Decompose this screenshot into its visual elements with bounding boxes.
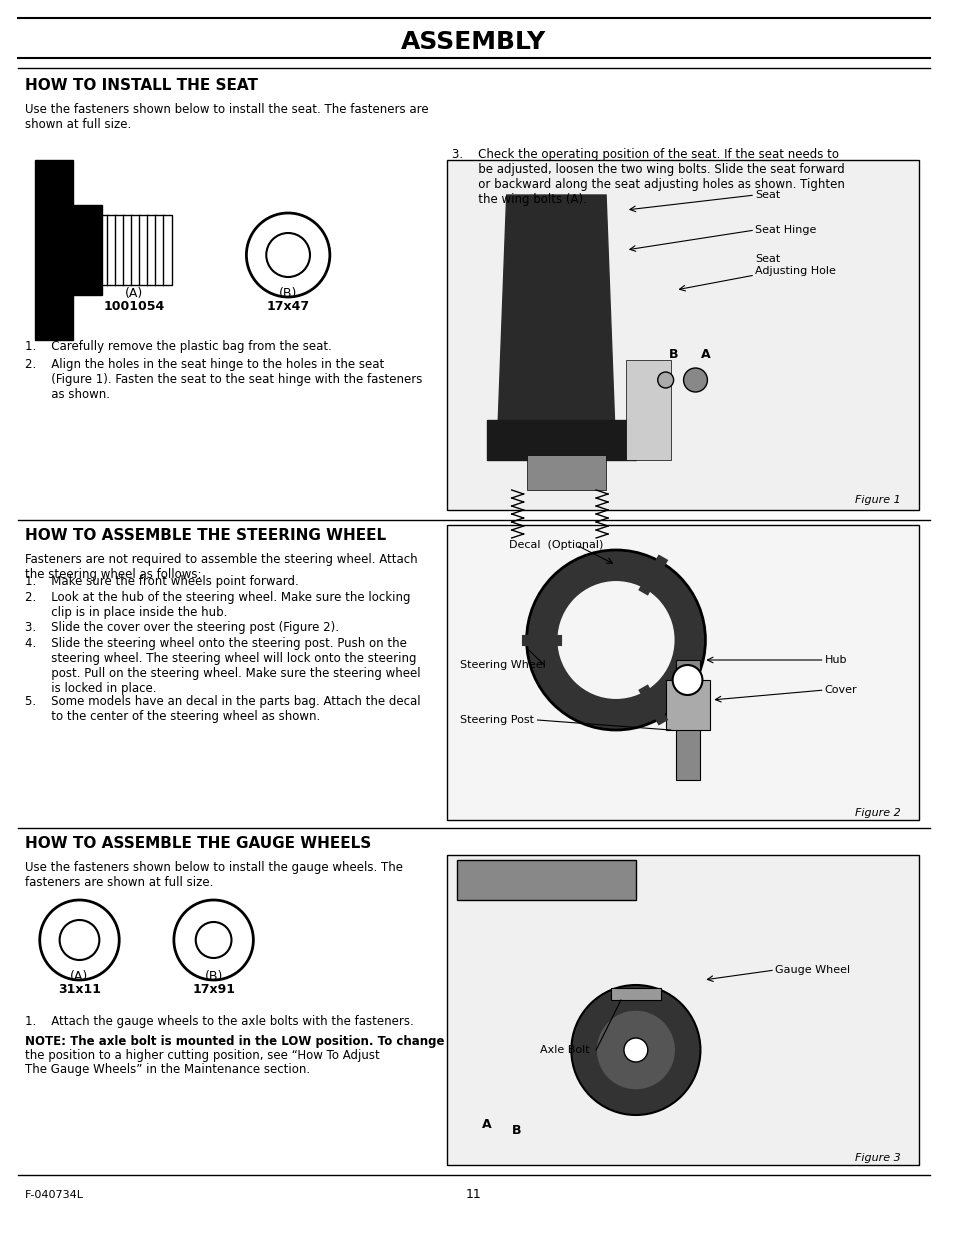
Bar [610, 988, 660, 1000]
Text: (B): (B) [278, 287, 297, 300]
Text: F-040734L: F-040734L [25, 1191, 84, 1200]
Text: 2.    Look at the hub of the steering wheel. Make sure the locking
       clip i: 2. Look at the hub of the steering wheel… [25, 592, 410, 619]
Text: 17x47: 17x47 [266, 300, 310, 312]
Text: Hub: Hub [823, 655, 846, 664]
Text: the position to a higher cutting position, see “How To Adjust: the position to a higher cutting positio… [25, 1049, 379, 1062]
Text: The Gauge Wheels” in the Maintenance section.: The Gauge Wheels” in the Maintenance sec… [25, 1063, 310, 1076]
Circle shape [246, 212, 330, 296]
Text: B: B [512, 1124, 521, 1136]
Text: A: A [481, 1119, 491, 1131]
FancyBboxPatch shape [447, 161, 918, 510]
Text: Seat
Adjusting Hole: Seat Adjusting Hole [755, 254, 835, 275]
Circle shape [571, 986, 700, 1115]
Text: Use the fasteners shown below to install the gauge wheels. The
fasteners are sho: Use the fasteners shown below to install… [25, 861, 402, 889]
Bar [625, 359, 670, 459]
Bar [102, 215, 172, 285]
Text: Fasteners are not required to assemble the steering wheel. Attach
the steering w: Fasteners are not required to assemble t… [25, 553, 417, 580]
Text: 17x91: 17x91 [192, 983, 234, 995]
Text: HOW TO ASSEMBLE THE STEERING WHEEL: HOW TO ASSEMBLE THE STEERING WHEEL [25, 527, 386, 542]
Circle shape [657, 372, 673, 388]
Text: 3.    Check the operating position of the seat. If the seat needs to
       be a: 3. Check the operating position of the s… [452, 148, 844, 206]
Circle shape [59, 920, 99, 960]
Bar [456, 860, 636, 900]
Text: Decal  (Optional): Decal (Optional) [509, 540, 603, 550]
Text: Use the fasteners shown below to install the seat. The fasteners are
shown at fu: Use the fasteners shown below to install… [25, 103, 428, 131]
Circle shape [672, 664, 701, 695]
Text: Figure 2: Figure 2 [855, 808, 901, 818]
Text: 3.    Slide the cover over the steering post (Figure 2).: 3. Slide the cover over the steering pos… [25, 621, 338, 634]
Circle shape [266, 233, 310, 277]
Text: B: B [668, 348, 678, 362]
Text: Cover: Cover [823, 685, 857, 695]
Text: HOW TO INSTALL THE SEAT: HOW TO INSTALL THE SEAT [25, 78, 257, 93]
Text: Seat: Seat [755, 190, 780, 200]
Text: HOW TO ASSEMBLE THE GAUGE WHEELS: HOW TO ASSEMBLE THE GAUGE WHEELS [25, 836, 371, 851]
Text: A: A [700, 348, 709, 362]
Text: (A): (A) [71, 969, 89, 983]
Text: 1.    Attach the gauge wheels to the axle bolts with the fasteners.: 1. Attach the gauge wheels to the axle b… [25, 1015, 414, 1028]
Text: Seat Hinge: Seat Hinge [755, 225, 816, 235]
Circle shape [195, 923, 232, 958]
Text: Axle Bolt: Axle Bolt [540, 1045, 590, 1055]
Text: Steering Post: Steering Post [459, 715, 534, 725]
Bar [34, 161, 72, 340]
Text: 4.    Slide the steering wheel onto the steering post. Push on the
       steeri: 4. Slide the steering wheel onto the ste… [25, 637, 420, 695]
Circle shape [526, 550, 704, 730]
Circle shape [173, 900, 253, 981]
Polygon shape [486, 420, 636, 459]
Text: 5.    Some models have an decal in the parts bag. Attach the decal
       to the: 5. Some models have an decal in the part… [25, 695, 420, 722]
Text: Figure 3: Figure 3 [855, 1153, 901, 1163]
Text: NOTE: The axle bolt is mounted in the LOW position. To change: NOTE: The axle bolt is mounted in the LO… [25, 1035, 444, 1049]
FancyBboxPatch shape [447, 855, 918, 1165]
Text: (A): (A) [125, 287, 143, 300]
Text: Figure 1: Figure 1 [855, 495, 901, 505]
Text: 31x11: 31x11 [58, 983, 101, 995]
Circle shape [623, 1037, 647, 1062]
Text: 1.    Make sure the front wheels point forward.: 1. Make sure the front wheels point forw… [25, 576, 298, 588]
Polygon shape [497, 195, 616, 459]
Text: 1001054: 1001054 [103, 300, 165, 312]
FancyBboxPatch shape [447, 525, 918, 820]
Text: Gauge Wheel: Gauge Wheel [774, 965, 849, 974]
Circle shape [556, 580, 675, 700]
Text: 1.    Carefully remove the plastic bag from the seat.: 1. Carefully remove the plastic bag from… [25, 340, 332, 353]
Circle shape [596, 1010, 675, 1091]
Text: ASSEMBLY: ASSEMBLY [401, 30, 546, 54]
Bar [675, 659, 700, 781]
Text: 2.    Align the holes in the seat hinge to the holes in the seat
       (Figure : 2. Align the holes in the seat hinge to … [25, 358, 422, 401]
Bar [526, 454, 605, 490]
Circle shape [40, 900, 119, 981]
Text: Steering Wheel: Steering Wheel [459, 659, 545, 671]
Bar [665, 680, 710, 730]
Bar [72, 205, 102, 295]
Text: (B): (B) [204, 969, 223, 983]
Circle shape [683, 368, 707, 391]
Text: 11: 11 [466, 1188, 481, 1202]
